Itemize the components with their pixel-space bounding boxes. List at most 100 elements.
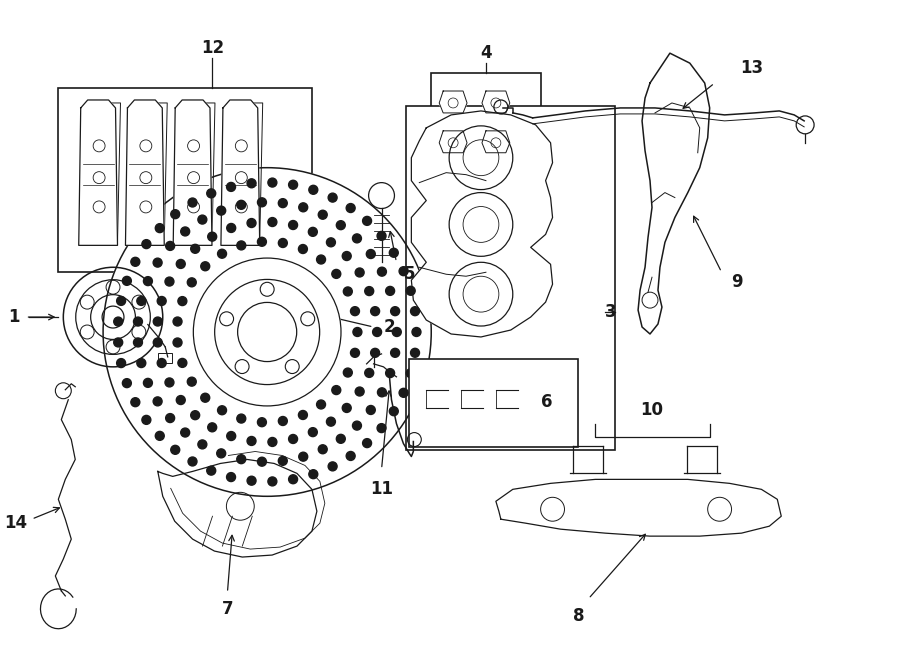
Circle shape [156, 224, 164, 232]
Circle shape [156, 432, 164, 440]
Circle shape [165, 277, 174, 286]
Circle shape [166, 242, 175, 250]
Text: 14: 14 [4, 514, 27, 532]
Circle shape [353, 328, 362, 336]
Circle shape [237, 414, 246, 423]
Circle shape [257, 457, 266, 466]
Circle shape [117, 297, 126, 305]
Circle shape [201, 393, 210, 402]
Circle shape [350, 348, 359, 357]
Circle shape [166, 414, 175, 422]
Polygon shape [482, 91, 509, 113]
Text: 7: 7 [221, 600, 233, 618]
Circle shape [130, 398, 140, 406]
Circle shape [207, 189, 216, 198]
Circle shape [247, 436, 256, 446]
Circle shape [188, 198, 197, 207]
Circle shape [130, 258, 140, 266]
Circle shape [171, 210, 180, 218]
Bar [431, 73, 541, 177]
Circle shape [299, 203, 308, 212]
Circle shape [142, 240, 151, 249]
Circle shape [268, 477, 277, 486]
Circle shape [327, 238, 336, 247]
Circle shape [371, 348, 380, 357]
Circle shape [248, 179, 256, 188]
Circle shape [227, 473, 236, 481]
Circle shape [207, 466, 216, 475]
Circle shape [406, 369, 415, 378]
Circle shape [153, 338, 162, 347]
Circle shape [346, 203, 356, 213]
Circle shape [257, 237, 266, 246]
Circle shape [217, 449, 226, 458]
Circle shape [377, 388, 386, 397]
Circle shape [289, 220, 298, 230]
Circle shape [143, 277, 152, 285]
Circle shape [113, 317, 122, 326]
Circle shape [248, 476, 256, 485]
Circle shape [332, 385, 341, 395]
Circle shape [399, 389, 408, 397]
Text: 1: 1 [8, 308, 19, 326]
Text: 10: 10 [641, 401, 663, 418]
Circle shape [227, 224, 236, 232]
Circle shape [390, 248, 399, 258]
Circle shape [201, 261, 210, 271]
Circle shape [319, 445, 328, 453]
Circle shape [187, 278, 196, 287]
Text: 3: 3 [606, 303, 616, 321]
Circle shape [208, 423, 217, 432]
Circle shape [137, 359, 146, 367]
Circle shape [133, 338, 142, 347]
Text: 8: 8 [572, 607, 584, 625]
Circle shape [143, 379, 152, 387]
Bar [410, 359, 579, 446]
Circle shape [342, 403, 351, 412]
Circle shape [309, 227, 318, 236]
Circle shape [117, 359, 126, 367]
Bar [158, 353, 172, 363]
Circle shape [332, 269, 341, 279]
Circle shape [208, 232, 217, 241]
Circle shape [391, 348, 400, 357]
Circle shape [217, 206, 226, 215]
Polygon shape [158, 459, 317, 557]
Circle shape [176, 260, 185, 268]
Circle shape [377, 424, 386, 432]
Circle shape [181, 428, 190, 437]
Circle shape [153, 258, 162, 267]
Circle shape [268, 178, 277, 187]
Text: 5: 5 [403, 265, 415, 283]
Circle shape [289, 180, 298, 189]
Polygon shape [411, 111, 553, 337]
Circle shape [198, 215, 207, 224]
Circle shape [327, 417, 336, 426]
Circle shape [278, 238, 287, 248]
Circle shape [392, 328, 401, 336]
Circle shape [363, 439, 372, 448]
Circle shape [377, 267, 386, 276]
Circle shape [399, 267, 408, 275]
Circle shape [356, 268, 364, 277]
Circle shape [390, 406, 399, 416]
Circle shape [268, 218, 277, 226]
Circle shape [165, 378, 174, 387]
Polygon shape [496, 479, 781, 536]
Circle shape [158, 297, 166, 305]
Circle shape [194, 258, 341, 406]
Circle shape [142, 415, 151, 424]
Circle shape [104, 167, 431, 496]
Circle shape [309, 428, 318, 437]
Circle shape [218, 406, 227, 414]
Circle shape [191, 244, 200, 254]
Circle shape [268, 438, 277, 446]
Polygon shape [173, 100, 212, 246]
Circle shape [366, 250, 375, 258]
Polygon shape [638, 53, 710, 334]
Circle shape [385, 287, 394, 295]
Circle shape [173, 317, 182, 326]
Circle shape [371, 307, 380, 316]
Circle shape [309, 470, 318, 479]
Circle shape [406, 286, 415, 295]
